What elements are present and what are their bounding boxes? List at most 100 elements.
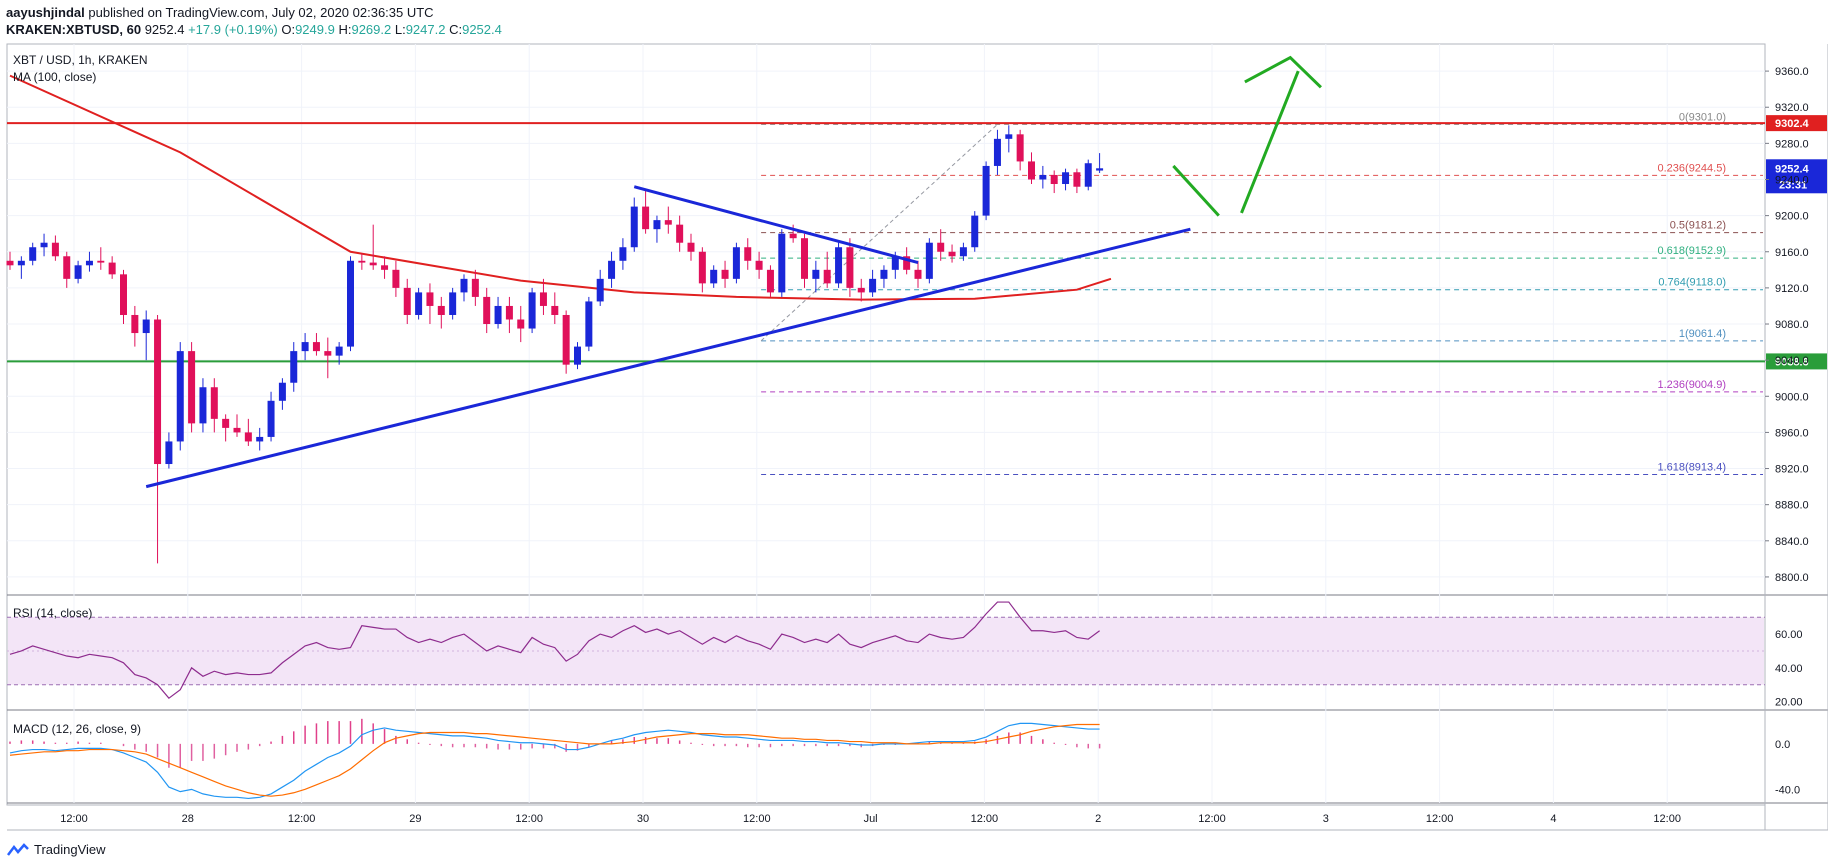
- horizontal-price-lines[interactable]: 9302.4 9038.6 9252.4 23:31: [7, 115, 1827, 370]
- candle-body: [755, 260, 763, 270]
- forecast-arrows[interactable]: [1172, 55, 1322, 217]
- candle-body: [6, 260, 14, 266]
- y-tick-label: 8960.0: [1775, 427, 1809, 439]
- candle-body: [539, 292, 547, 306]
- fib-level-label: 0.5(9181.2): [1670, 220, 1726, 232]
- trendlines[interactable]: [145, 185, 1191, 489]
- candle-body: [278, 382, 286, 401]
- fib-level-label: 1.236(9004.9): [1658, 379, 1727, 391]
- rsi-tick-label: 40.00: [1775, 663, 1803, 675]
- countdown-label: 23:31: [1779, 179, 1807, 191]
- x-tick-label: 12:00: [1198, 813, 1226, 825]
- signal-line: [9, 723, 1100, 797]
- forecast-leg-down: [1172, 164, 1220, 217]
- candle-body: [415, 292, 423, 315]
- candle-body: [1050, 174, 1058, 185]
- candle-body: [835, 247, 843, 284]
- macd-tick-label: -40.0: [1775, 784, 1800, 796]
- candlesticks: [6, 125, 1104, 564]
- close-value: 9252.4: [462, 22, 502, 37]
- y-tick-label: 9000.0: [1775, 391, 1809, 403]
- candle-body: [744, 247, 752, 261]
- candle-body: [312, 342, 320, 352]
- candle-body: [460, 278, 468, 293]
- candle-body: [608, 260, 616, 279]
- publish-info: published on TradingView.com, July 02, 2…: [88, 5, 434, 20]
- macd-legend: MACD (12, 26, close, 9): [13, 722, 141, 736]
- candle-body: [1062, 172, 1070, 185]
- candle-body: [642, 206, 650, 230]
- y-tick-label: 8880.0: [1775, 500, 1809, 512]
- y-tick-label: 9200.0: [1775, 211, 1809, 223]
- fib-retracement[interactable]: 0(9301.0) 0.236(9244.5) 0.5(9181.2) 0.618(9…: [760, 111, 1763, 476]
- candle-body: [199, 387, 207, 424]
- last-price-text: 9252.4: [144, 22, 185, 37]
- x-tick-label: 29: [409, 813, 421, 825]
- candle-body: [676, 224, 684, 243]
- candle-body: [778, 233, 786, 293]
- candle-body: [857, 287, 865, 293]
- rsi-line: [9, 601, 1100, 700]
- candle-body: [574, 346, 581, 365]
- candle-body: [687, 242, 695, 252]
- candle-body: [1096, 168, 1104, 171]
- price-axis[interactable]: 9360.0 9320.0 9280.0 9240.0 9200.0 9160.0 9120…: [1765, 66, 1809, 584]
- candle-body: [596, 278, 604, 302]
- chart-title: XBT / USD, 1h, KRAKEN: [13, 53, 148, 67]
- x-tick-label: 30: [637, 813, 649, 825]
- candle-body: [1039, 174, 1047, 180]
- up-arrow-head: [1244, 55, 1322, 89]
- candle-body: [880, 269, 888, 279]
- tradingview-footer[interactable]: TradingView: [6, 842, 106, 857]
- change-text: +17.9 (+0.19%): [188, 22, 278, 37]
- y-tick-label: 9040.0: [1775, 355, 1809, 367]
- x-tick-label: 12:00: [288, 813, 316, 825]
- candle-body: [244, 432, 252, 442]
- candle-body: [63, 256, 71, 279]
- candle-body: [869, 278, 877, 293]
- candle-body: [732, 247, 740, 279]
- x-tick-label: 12:00: [60, 813, 88, 825]
- candle-body: [517, 319, 525, 329]
- y-tick-label: 9120.0: [1775, 283, 1809, 295]
- open-label: O:: [281, 22, 296, 37]
- candle-body: [369, 262, 377, 266]
- candle-body: [17, 260, 25, 266]
- price-tag-label: 9038.6: [1775, 356, 1809, 368]
- last-price-label: 9252.4: [1775, 163, 1810, 175]
- candle-body: [29, 247, 37, 261]
- candle-body: [664, 220, 672, 225]
- y-tick-label: 9360.0: [1775, 66, 1809, 78]
- candle-body: [483, 296, 491, 325]
- candle-body: [51, 242, 59, 257]
- candle-body: [948, 251, 956, 257]
- ma-legend: MA (100, close): [13, 70, 96, 84]
- macd-tick-label: 0.0: [1775, 739, 1790, 751]
- candle-body: [324, 351, 332, 356]
- y-tick-label: 9080.0: [1775, 319, 1809, 331]
- candle-body: [766, 269, 774, 293]
- candle-body: [812, 269, 820, 279]
- fib-level-label: 0.764(9118.0): [1658, 277, 1726, 289]
- candle-body: [1016, 134, 1024, 162]
- candle-body: [392, 269, 400, 288]
- fib-diagonal: [760, 124, 998, 342]
- candle-body: [108, 262, 116, 275]
- candle-body: [40, 242, 48, 248]
- trendline: [633, 185, 919, 265]
- x-tick-label: 12:00: [1426, 813, 1454, 825]
- candle-body: [188, 351, 196, 424]
- candle-body: [1073, 172, 1081, 187]
- candle-body: [993, 138, 1001, 166]
- trendline: [145, 227, 1191, 489]
- candle-body: [210, 387, 218, 419]
- time-axis[interactable]: 12:00 28 12:00 29 12:00 30 12:00 Jul 12:00 2 12:00…: [60, 813, 1681, 825]
- fib-level-label: 0.236(9244.5): [1658, 162, 1727, 174]
- macd-line: [9, 722, 1100, 800]
- candle-body: [562, 314, 570, 365]
- candle-body: [823, 269, 831, 284]
- candle-body: [267, 400, 275, 437]
- candle-body: [85, 260, 93, 266]
- y-tick-label: 9240.0: [1775, 174, 1809, 186]
